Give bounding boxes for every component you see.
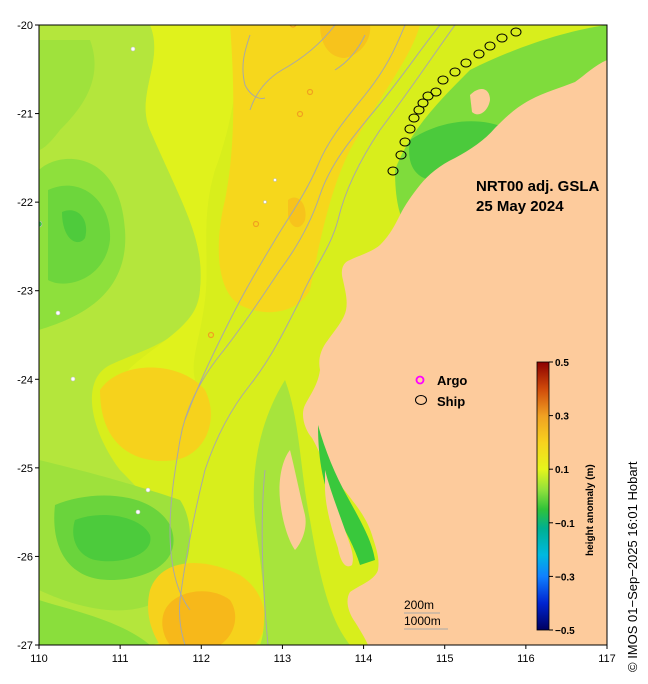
x-tick-label: 116 <box>517 653 535 665</box>
x-tick-label: 111 <box>112 653 129 665</box>
x-axis: 110 111 112 113 114 115 116 117 <box>30 645 616 665</box>
colorbar-tick-label: −0.1 <box>555 519 575 530</box>
x-tick-label: 115 <box>436 653 454 665</box>
colorbar-tick-label: 0.5 <box>555 358 569 369</box>
sla-patch-orange-north <box>218 25 420 313</box>
bathymetry-contours <box>169 25 456 645</box>
colorbar-tick-label: −0.3 <box>555 572 575 583</box>
y-tick-label: -26 <box>17 551 33 563</box>
x-tick-label: 112 <box>193 653 211 665</box>
ship-marker <box>408 113 420 123</box>
colorbar-tick-label: 0.1 <box>555 465 569 476</box>
argo-legend-label: Argo <box>437 373 467 388</box>
sla-band-green-north <box>39 40 95 150</box>
y-tick-label: -27 <box>17 640 33 652</box>
sla-patch-green-southwest-core <box>73 515 151 562</box>
shark-bay-water <box>318 425 375 565</box>
plot-frame <box>38 24 608 646</box>
map-date: 25 May 2024 <box>476 198 564 215</box>
y-tick-label: -21 <box>17 109 33 121</box>
sla-patch-orange-mid-core <box>288 197 306 228</box>
colorbar-tick-label: −0.5 <box>555 626 575 637</box>
ship-marker <box>404 124 416 134</box>
argo-marker <box>296 110 304 118</box>
colorbar-tick-label: 0.3 <box>555 412 569 423</box>
map-plot-area <box>39 25 607 645</box>
argo-marker <box>252 220 260 228</box>
y-axis: -20 -21 -22 -23 -24 -25 -26 -27 <box>17 20 39 652</box>
map-title: NRT00 adj. GSLA <box>476 178 600 195</box>
ship-marker <box>430 87 442 97</box>
sla-patch-orange-west <box>100 367 211 461</box>
ship-marker <box>422 91 434 101</box>
ship-marker <box>473 49 485 59</box>
ship-marker <box>413 105 425 115</box>
x-tick-label: 114 <box>355 653 373 665</box>
ship-marker <box>496 33 508 43</box>
shark-bay-island <box>279 450 306 550</box>
ship-marker <box>484 41 496 51</box>
marker-legend: Argo Ship <box>415 373 467 409</box>
ship-marker <box>437 75 449 85</box>
x-tick-label: 117 <box>598 653 616 665</box>
ship-legend-icon <box>415 395 427 405</box>
y-tick-label: -24 <box>17 374 33 386</box>
sla-band-green-southwest-edge <box>39 600 150 645</box>
colorbar-gradient <box>536 361 550 631</box>
ship-marker <box>395 150 407 160</box>
argo-floats <box>207 25 314 339</box>
y-tick-label: -20 <box>17 20 33 32</box>
colorbar: 0.5 0.3 0.1 −0.1 −0.3 −0.5 height anomaly (m) <box>536 358 596 637</box>
peron-peninsula <box>325 470 353 567</box>
ship-track <box>387 27 522 176</box>
x-tick-label: 113 <box>274 653 292 665</box>
credit-text: © IMOS 01−Sep−2025 16:01 Hobart <box>625 461 640 672</box>
argo-marker <box>289 25 297 28</box>
x-tick-label: 110 <box>30 653 48 665</box>
depth-scale: 200m 1000m <box>404 598 448 630</box>
scale-200m-label: 200m <box>404 598 434 612</box>
argo-marker <box>306 88 314 96</box>
colorbar-ticks: 0.5 0.3 0.1 −0.1 −0.3 −0.5 <box>549 358 575 637</box>
colorbar-title: height anomaly (m) <box>585 464 596 556</box>
ship-marker <box>399 137 411 147</box>
ship-marker <box>387 166 399 176</box>
y-tick-label: -22 <box>17 197 33 209</box>
data-dots <box>39 46 277 515</box>
sla-patch-green-west-center <box>62 210 87 243</box>
sla-band-lime-ridge <box>120 25 240 380</box>
y-tick-label: -25 <box>17 463 33 475</box>
australia-landmass <box>302 25 607 645</box>
sla-patch-orange-south-core <box>162 591 236 645</box>
sla-patch-orange-north-core <box>320 25 371 58</box>
northeast-island <box>470 88 490 115</box>
ship-marker <box>449 67 461 77</box>
ship-marker <box>510 27 522 37</box>
y-tick-label: -23 <box>17 286 33 298</box>
ship-legend-label: Ship <box>437 394 465 409</box>
ship-marker <box>460 58 472 68</box>
argo-legend-icon <box>415 375 425 385</box>
scale-1000m-label: 1000m <box>404 614 441 628</box>
argo-marker <box>207 331 215 339</box>
